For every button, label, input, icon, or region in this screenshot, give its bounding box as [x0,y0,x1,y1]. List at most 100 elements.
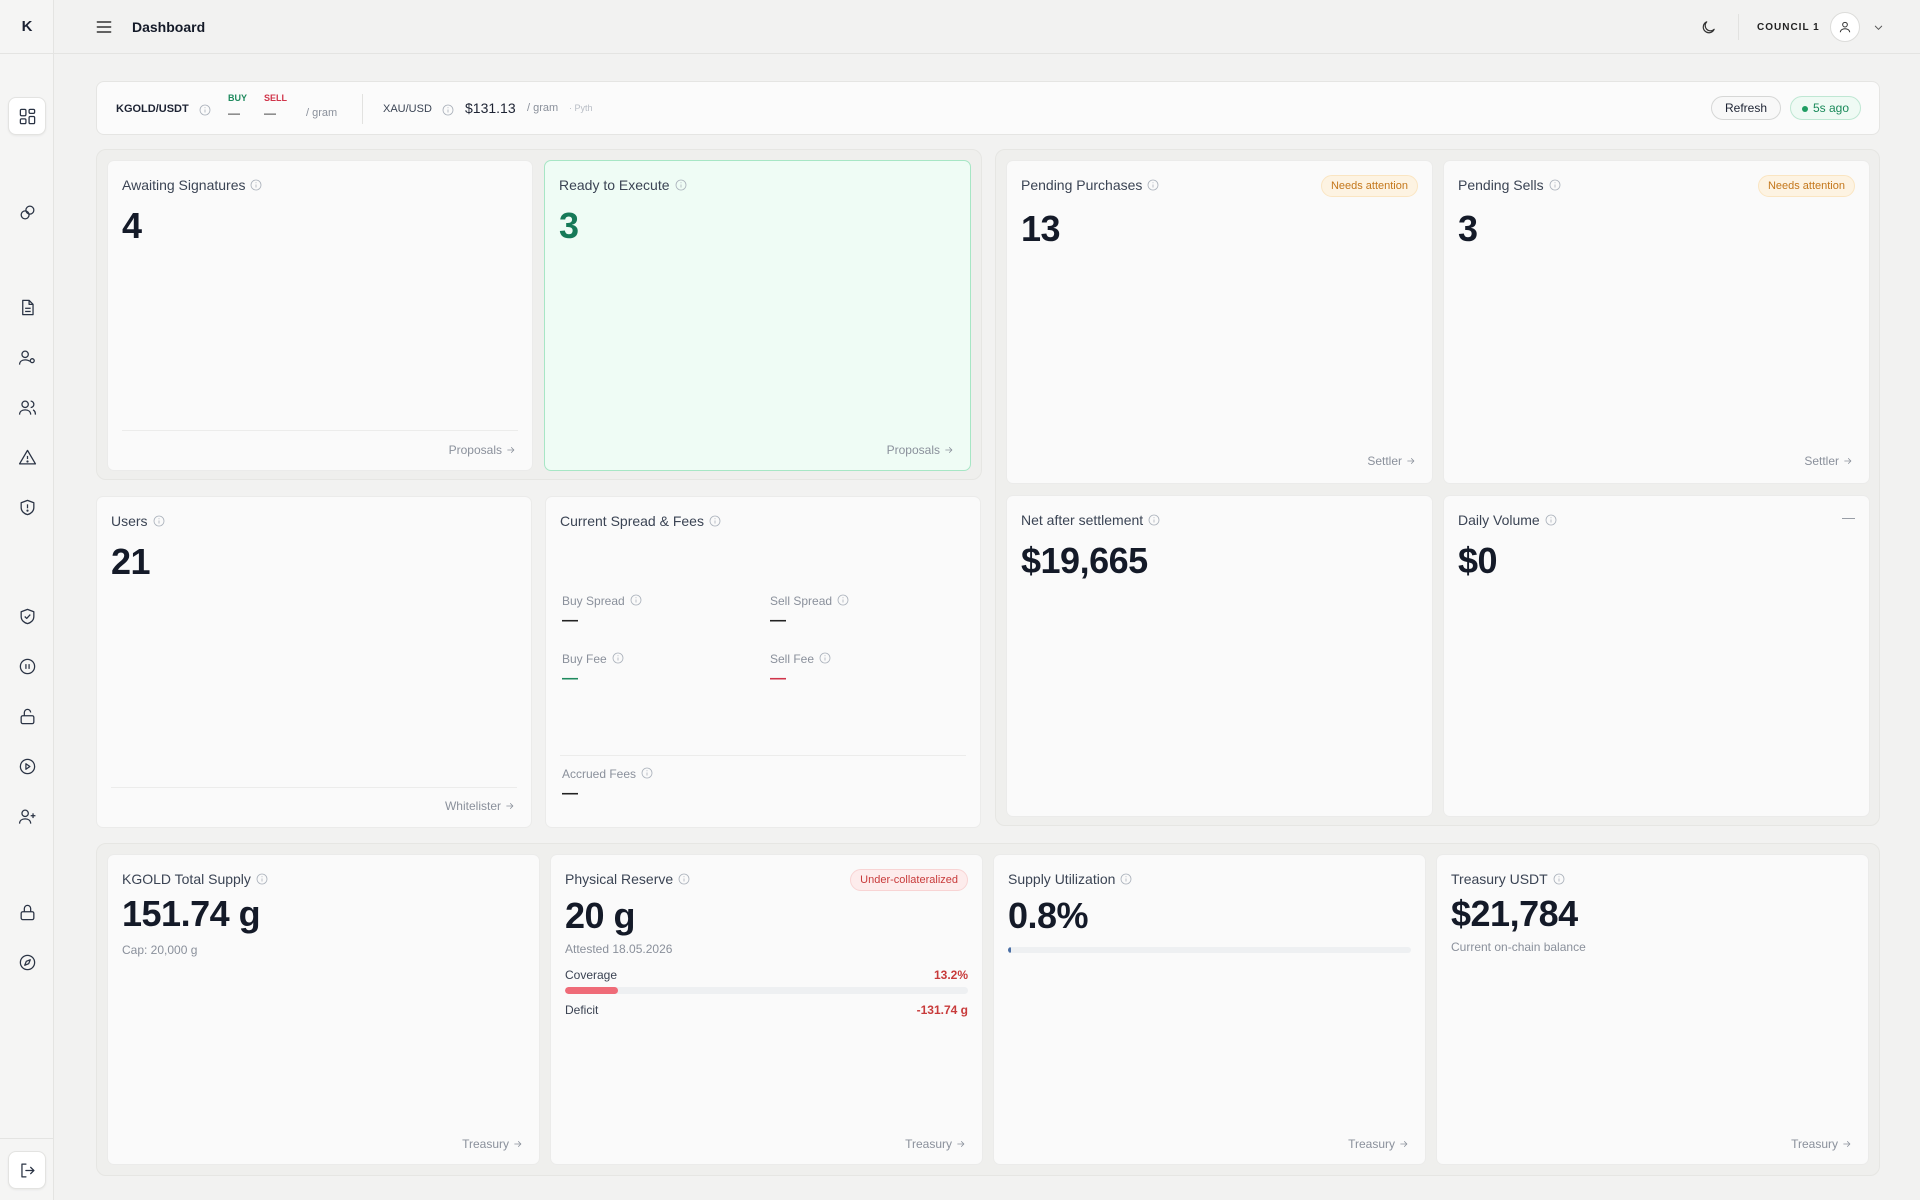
needs-attention-badge: Needs attention [1320,175,1418,197]
xau-price: $131.13 [465,100,516,116]
proposals-group: Awaiting Signatures 4 Proposals Ready to… [96,149,982,480]
physical-reserve-card: Physical Reserve Under-collateralized 20… [550,854,983,1165]
card-title: Current Spread & Fees [560,513,721,529]
settler-link[interactable]: Settler [1367,454,1416,468]
app-logo[interactable]: K [0,0,54,54]
arrow-right-icon [1843,456,1853,466]
buy-price: — [228,106,240,120]
sidebar-item-alerts[interactable] [8,438,46,476]
info-icon[interactable] [153,514,165,526]
treasury-caption: Current on-chain balance [1451,940,1586,954]
sidebar-item-users[interactable] [8,388,46,426]
total-supply-value: 151.74 g [122,893,261,934]
card-divider [111,787,517,788]
treasury-link[interactable]: Treasury [905,1137,966,1151]
treasury-link[interactable]: Treasury [1791,1137,1852,1151]
account-label[interactable]: COUNCIL 1 [1757,22,1820,33]
card-title: Physical Reserve [565,871,690,887]
sidebar-item-dashboard[interactable] [8,97,46,135]
info-icon[interactable] [1148,513,1160,525]
logout-button[interactable] [8,1151,46,1189]
price-source: · Pyth [569,103,593,113]
info-icon[interactable] [1553,872,1565,884]
sidebar-item-user-settings[interactable] [8,338,46,376]
sidebar-item-explore[interactable] [8,943,46,981]
treasury-link[interactable]: Treasury [462,1137,523,1151]
proposals-link[interactable]: Proposals [449,443,516,457]
info-icon[interactable] [612,652,624,664]
sell-fee-value: — [770,670,786,687]
whitelister-link[interactable]: Whitelister [445,799,515,813]
page-title: Dashboard [132,19,206,35]
pending-purchases-count: 13 [1021,208,1061,249]
buy-fee-label: Buy Fee [562,652,624,666]
avatar[interactable] [1830,12,1860,42]
treasury-link[interactable]: Treasury [1348,1137,1409,1151]
logout-icon [20,1163,34,1177]
info-icon[interactable] [641,767,653,779]
ready-count: 3 [559,205,579,246]
sidebar-item-security[interactable] [8,488,46,526]
card-title: Ready to Execute [559,177,687,193]
sidebar-item-verify[interactable] [8,597,46,635]
awaiting-count: 4 [122,205,142,246]
sidebar-item-pause[interactable] [8,647,46,685]
info-icon[interactable] [442,104,454,116]
shield-check-icon [20,608,34,624]
utilization-bar [1008,947,1411,953]
info-icon[interactable] [250,178,262,190]
pending-sells-count: 3 [1458,208,1478,249]
unlock-icon [20,708,34,724]
info-icon[interactable] [1549,178,1561,190]
card-title: Supply Utilization [1008,871,1132,887]
chevron-down-icon[interactable] [1873,22,1884,33]
net-value: $19,665 [1021,540,1148,581]
link-icon [20,205,34,219]
user-icon [1839,21,1851,33]
coverage-bar-fill [565,987,619,994]
menu-icon[interactable] [94,17,114,37]
sidebar-footer [0,1138,54,1200]
ticker-unit: / gram [306,107,338,119]
card-title: Users [111,513,165,529]
daily-volume-card: Daily Volume — $0 [1443,495,1870,817]
info-icon[interactable] [1147,178,1159,190]
refresh-button[interactable]: Refresh [1711,96,1781,120]
proposals-link[interactable]: Proposals [887,443,954,457]
info-icon[interactable] [630,594,642,606]
info-icon[interactable] [675,178,687,190]
arrow-right-icon [513,1139,523,1149]
arrow-right-icon [1406,456,1416,466]
users-card: Users 21 Whitelister [96,496,532,828]
utilization-value: 0.8% [1008,895,1089,936]
info-icon[interactable] [1120,872,1132,884]
play-icon [19,758,35,774]
info-icon[interactable] [819,652,831,664]
treasury-usdt-card: Treasury USDT $21,784 Current on-chain b… [1436,854,1869,1165]
info-icon[interactable] [678,872,690,884]
sidebar-item-play[interactable] [8,747,46,785]
card-title: Treasury USDT [1451,871,1565,887]
attested-date: Attested 18.05.2026 [565,942,673,956]
moon-icon[interactable] [1700,19,1717,36]
sidebar-item-links[interactable] [8,193,46,231]
sidebar-item-proposals[interactable] [8,288,46,326]
sidebar-item-lock[interactable] [8,893,46,931]
card-title: Pending Purchases [1021,177,1159,193]
info-icon[interactable] [256,872,268,884]
sell-spread-label: Sell Spread [770,594,849,608]
xau-unit: / gram [527,102,559,114]
arrow-right-icon [956,1139,966,1149]
sell-fee-label: Sell Fee [770,652,831,666]
sidebar: K [0,0,54,1200]
sidebar-item-unlock[interactable] [8,697,46,735]
info-icon[interactable] [199,104,211,116]
settler-link[interactable]: Settler [1804,454,1853,468]
info-icon[interactable] [709,514,721,526]
needs-attention-badge: Needs attention [1757,175,1855,197]
lock-icon [20,904,34,920]
treasury-group: KGOLD Total Supply 151.74 g Cap: 20,000 … [96,843,1880,1176]
info-icon[interactable] [1545,513,1557,525]
info-icon[interactable] [837,594,849,606]
sidebar-item-add-user[interactable] [8,797,46,835]
